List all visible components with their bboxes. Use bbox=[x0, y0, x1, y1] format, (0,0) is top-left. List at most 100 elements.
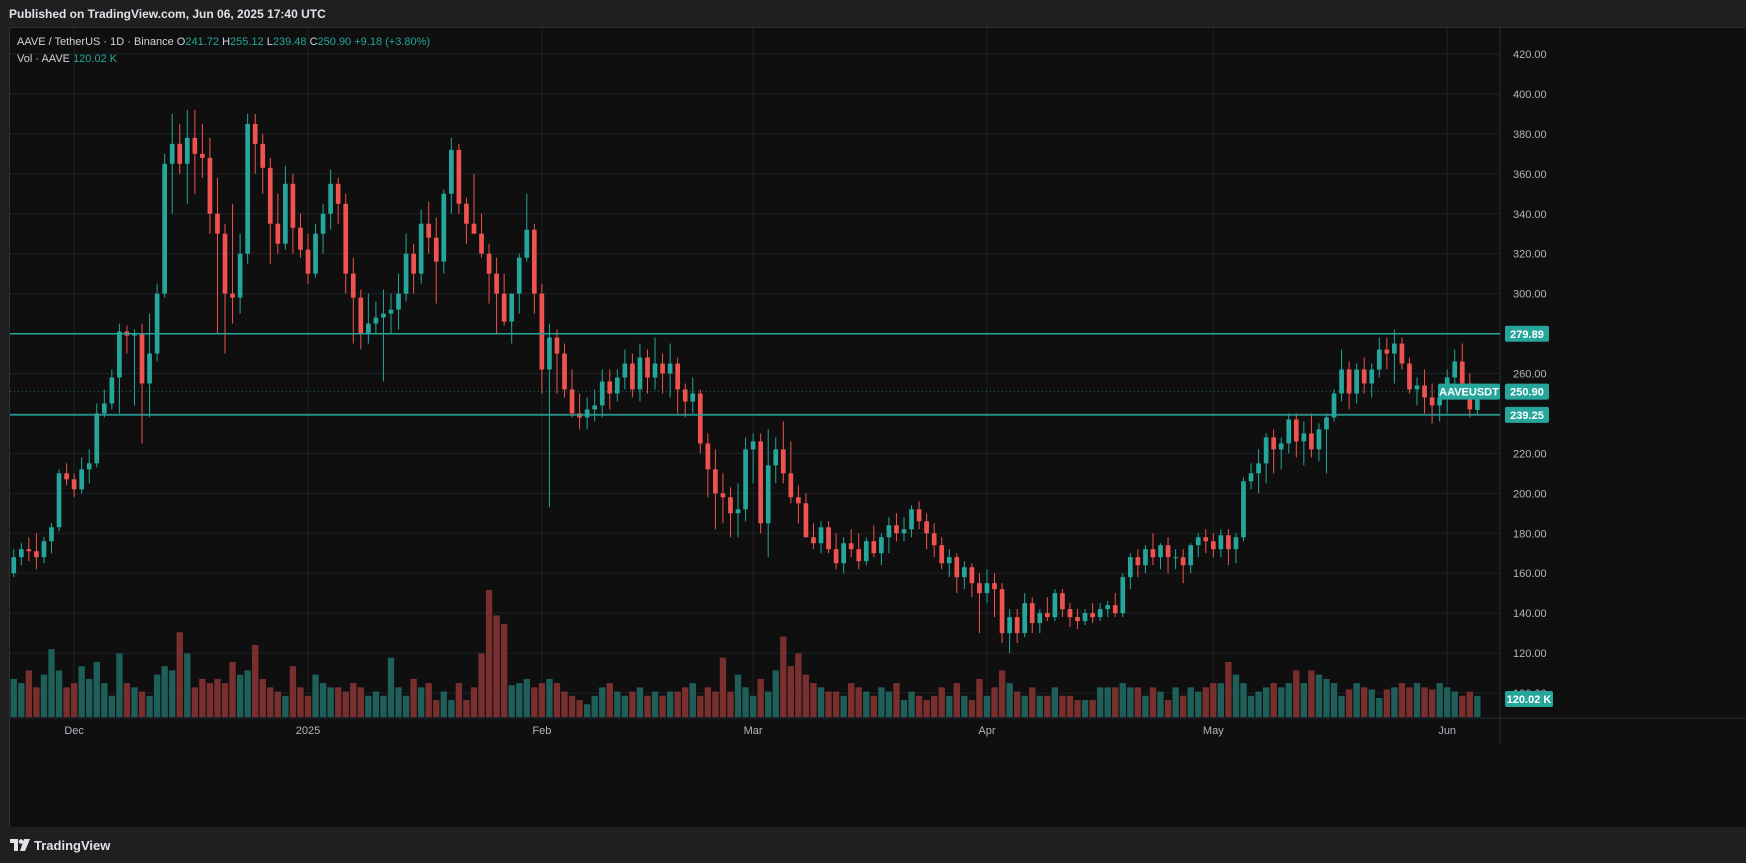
volume-bar bbox=[1459, 695, 1466, 717]
volume-bar bbox=[402, 695, 410, 717]
candle-body bbox=[1022, 603, 1028, 634]
candle-body bbox=[863, 541, 869, 562]
candle-body bbox=[1256, 463, 1261, 474]
volume-bar bbox=[1413, 683, 1421, 717]
legend-volume-value: 120.02 K bbox=[73, 53, 118, 65]
volume-bar bbox=[1006, 683, 1013, 717]
candle-body bbox=[101, 403, 107, 414]
candle-body bbox=[1293, 419, 1299, 442]
legend-close-label: C bbox=[309, 36, 318, 48]
candle-body bbox=[184, 137, 190, 164]
candle-body bbox=[501, 293, 507, 322]
candle-body bbox=[1097, 609, 1103, 618]
candle-body bbox=[373, 317, 379, 324]
volume-bar bbox=[342, 691, 349, 717]
candle-body bbox=[252, 123, 258, 144]
volume-bar bbox=[1383, 689, 1391, 717]
candle-body bbox=[169, 143, 175, 164]
chart-area[interactable]: 100.00120.00140.00160.00180.00200.00220.… bbox=[9, 27, 1746, 828]
volume-bar bbox=[25, 670, 33, 717]
candle-body bbox=[1007, 617, 1012, 634]
candle-body bbox=[1475, 391, 1480, 411]
volume-bar bbox=[93, 661, 100, 717]
volume-bar bbox=[417, 687, 425, 717]
y-tick-label: 380.00 bbox=[1513, 129, 1547, 141]
legend-symbol[interactable]: AAVE / TetherUS · 1D · Binance bbox=[17, 36, 174, 48]
candle-body bbox=[79, 469, 85, 490]
volume-bar bbox=[1361, 687, 1368, 717]
legend-volume-label[interactable]: Vol · AAVE bbox=[17, 53, 70, 65]
candle-body bbox=[984, 583, 990, 594]
volume-bar bbox=[1210, 683, 1217, 717]
candle-body bbox=[1263, 437, 1269, 464]
volume-bar bbox=[153, 674, 161, 717]
volume-bar bbox=[938, 687, 945, 717]
volume-bar bbox=[523, 678, 530, 717]
volume-bar bbox=[1074, 700, 1081, 717]
candle-body bbox=[750, 441, 756, 450]
volume-bar bbox=[1036, 695, 1043, 717]
y-tick-label: 320.00 bbox=[1513, 249, 1547, 261]
candle-body bbox=[547, 337, 552, 370]
candle-body bbox=[1407, 363, 1412, 390]
volume-bar bbox=[968, 700, 976, 717]
candle-body bbox=[403, 253, 409, 294]
candle-body bbox=[697, 393, 703, 444]
candle-body bbox=[162, 163, 167, 294]
volume-bar bbox=[817, 687, 825, 717]
volume-bar bbox=[629, 691, 636, 717]
volume-bar bbox=[863, 691, 870, 717]
footer-bar bbox=[0, 827, 1746, 863]
volume-bar bbox=[1104, 687, 1111, 717]
volume-bar bbox=[101, 683, 108, 717]
volume-bar bbox=[78, 666, 85, 717]
candle-body bbox=[267, 167, 273, 224]
volume-bar bbox=[1368, 689, 1375, 717]
volume-bar bbox=[448, 700, 455, 717]
volume-bar bbox=[697, 695, 704, 717]
candle-body bbox=[524, 229, 530, 258]
volume-bar bbox=[802, 674, 810, 717]
volume-bar bbox=[1134, 687, 1142, 717]
volume-bar bbox=[86, 678, 93, 717]
volume-bar bbox=[319, 683, 327, 717]
volume-bar bbox=[335, 687, 342, 717]
volume-bar bbox=[1474, 695, 1481, 717]
volume-bar bbox=[614, 691, 621, 717]
candle-body bbox=[56, 473, 62, 528]
volume-bar bbox=[1345, 689, 1353, 717]
volume-bar bbox=[832, 691, 840, 717]
candle-body bbox=[441, 193, 447, 262]
volume-bar bbox=[63, 687, 70, 717]
candle-body bbox=[660, 363, 665, 374]
volume-bar bbox=[350, 683, 357, 717]
volume-bar bbox=[55, 670, 63, 717]
candle-body bbox=[879, 537, 884, 554]
volume-bar bbox=[478, 653, 485, 717]
candle-body bbox=[350, 273, 356, 298]
volume-bar bbox=[531, 687, 538, 717]
candle-body bbox=[1346, 369, 1352, 394]
volume-bar bbox=[485, 589, 493, 717]
volume-bar bbox=[516, 683, 523, 717]
candle-body bbox=[1165, 545, 1171, 558]
tradingview-logo[interactable]: TradingView bbox=[10, 835, 110, 855]
candle-body bbox=[652, 363, 658, 378]
candle-body bbox=[64, 473, 69, 480]
y-tick-label: 120.00 bbox=[1513, 648, 1547, 660]
volume-bar bbox=[848, 683, 855, 717]
candle-body bbox=[192, 137, 198, 154]
volume-bar bbox=[108, 695, 116, 717]
last-volume-label: 120.02 K bbox=[1507, 694, 1552, 706]
volume-bar bbox=[1285, 683, 1292, 717]
candle-body bbox=[11, 557, 17, 574]
candle-body bbox=[305, 249, 311, 274]
candle-body bbox=[1218, 535, 1224, 550]
published-text: Published on TradingView.com, Jun 06, 20… bbox=[9, 7, 326, 21]
candlestick-chart[interactable]: 100.00120.00140.00160.00180.00200.00220.… bbox=[10, 28, 1746, 828]
candle-body bbox=[1361, 369, 1367, 384]
candle-body bbox=[826, 527, 831, 550]
candle-body bbox=[622, 363, 628, 378]
candle-body bbox=[539, 293, 545, 370]
candle-body bbox=[1331, 393, 1337, 418]
